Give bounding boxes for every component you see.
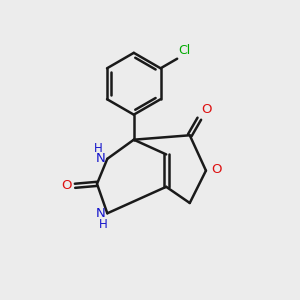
Text: H: H xyxy=(94,142,103,155)
Text: Cl: Cl xyxy=(178,44,191,57)
Text: O: O xyxy=(211,163,222,176)
Text: H: H xyxy=(98,218,107,231)
Text: N: N xyxy=(96,152,106,165)
Text: O: O xyxy=(201,103,211,116)
Text: N: N xyxy=(96,207,106,220)
Text: O: O xyxy=(61,179,72,192)
